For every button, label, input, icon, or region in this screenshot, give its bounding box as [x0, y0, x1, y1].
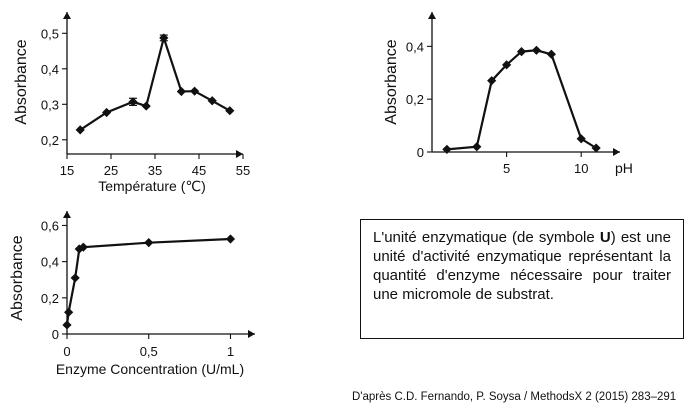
chart-3: 0 0,5 1 0 0,2 0,4 0,6 Enzyme Concentration (U/m…	[9, 211, 255, 377]
info-text-after: ) est une unité d'activité enzymatique r…	[373, 229, 671, 303]
info-text-before: L'unité enzymatique (de symbole	[373, 229, 600, 246]
x-tick-label: 15	[60, 163, 74, 178]
series-line	[65, 237, 231, 326]
data-point	[225, 106, 235, 116]
x-tick-label: 0	[63, 344, 70, 359]
y-tick-label: 0,3	[41, 97, 59, 112]
data-point	[487, 76, 497, 86]
data-point	[472, 142, 482, 152]
y-tick-label: 0	[52, 327, 59, 342]
x-axis-arrow	[613, 148, 620, 156]
chart-2: 5 10 0 0,2 0,4 pH Absorbance	[383, 12, 633, 176]
data-point	[62, 320, 72, 330]
data-point	[190, 86, 200, 96]
x-tick-label: 5	[503, 161, 510, 176]
data-point	[75, 125, 85, 135]
source-citation: D'après C.D. Fernando, P. Soysa / Method…	[352, 391, 677, 403]
chart-1: 15 25 35 45 55 0,2 0,3 0,4 0,5 Température (℃) Abs…	[13, 12, 250, 194]
data-point	[531, 45, 542, 55]
data-point	[64, 307, 74, 317]
data-point	[144, 238, 154, 248]
y-tick-label: 0,4	[406, 39, 424, 54]
x-axis-arrow	[248, 330, 255, 338]
data-point	[576, 134, 586, 144]
y-tick-label: 0	[417, 145, 424, 160]
data-point	[516, 47, 527, 57]
data-point	[591, 143, 601, 153]
y-tick-label: 0,6	[41, 218, 59, 233]
series-line	[446, 49, 597, 151]
data-point	[176, 86, 186, 97]
data-point	[141, 101, 151, 111]
data-point	[70, 273, 80, 283]
x-tick-label: 35	[148, 163, 162, 178]
x-axis-label: Enzyme Concentration (U/mL)	[56, 361, 244, 377]
info-box: L'unité enzymatique (de symbole U) est u…	[360, 219, 684, 339]
x-tick-label: 10	[574, 161, 588, 176]
x-tick-label: 1	[227, 344, 234, 359]
y-axis-arrow	[428, 12, 436, 19]
x-tick-label: 45	[192, 163, 206, 178]
y-axis-label: Absorbance	[383, 39, 400, 124]
x-tick-label: 0,5	[140, 344, 158, 359]
y-tick-label: 0,4	[41, 62, 59, 77]
y-tick-label: 0,4	[41, 255, 59, 270]
x-axis-arrow	[236, 150, 243, 158]
y-tick-label: 0,2	[41, 291, 59, 306]
y-axis-arrow	[63, 211, 71, 218]
y-tick-label: 0,2	[406, 92, 424, 107]
data-point	[502, 60, 512, 70]
x-tick-label: 25	[104, 163, 118, 178]
series-line	[79, 33, 231, 131]
data-point	[78, 242, 88, 252]
data-point	[546, 49, 556, 59]
x-axis-label: pH	[615, 160, 633, 176]
y-tick-label: 0,2	[41, 133, 59, 148]
y-tick-label: 0,5	[41, 26, 59, 41]
x-tick-label: 55	[236, 163, 250, 178]
y-axis-arrow	[63, 12, 71, 19]
x-axis-label: Température (℃)	[98, 178, 206, 194]
data-point	[207, 96, 217, 106]
y-axis-label: Absorbance	[13, 39, 30, 124]
y-axis-label: Absorbance	[9, 235, 26, 320]
data-point	[102, 107, 112, 118]
info-symbol: U	[599, 229, 611, 246]
data-point	[225, 234, 236, 244]
data-point	[442, 144, 452, 154]
